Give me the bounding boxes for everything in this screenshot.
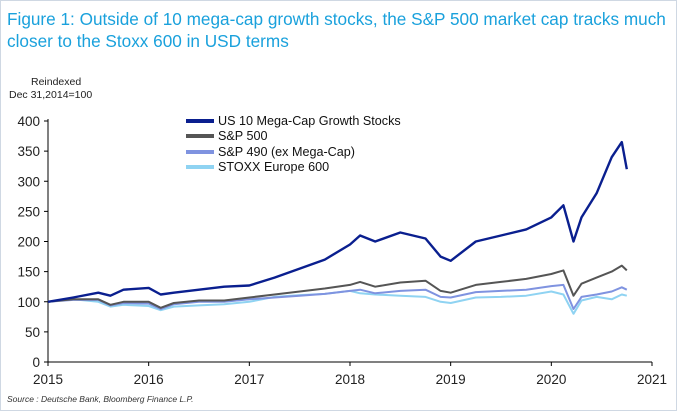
- legend-label: US 10 Mega-Cap Growth Stocks: [218, 113, 401, 128]
- y-tick-label: 0: [32, 355, 40, 370]
- y-tick-label: 100: [17, 295, 40, 310]
- x-tick-label: 2019: [436, 372, 466, 387]
- source-note: Source : Deutsche Bank, Bloomberg Financ…: [7, 394, 194, 404]
- x-tick-label: 2020: [536, 372, 566, 387]
- x-tick-label: 2016: [134, 372, 164, 387]
- legend-label: S&P 500: [218, 129, 268, 144]
- x-tick-label: 2021: [637, 372, 667, 387]
- legend-item: S&P 490 (ex Mega-Cap): [186, 144, 401, 160]
- y-tick-label: 200: [17, 235, 40, 250]
- y-tick-label: 250: [17, 204, 40, 219]
- legend-item: S&P 500: [186, 129, 401, 145]
- y-tick-label: 150: [17, 265, 40, 280]
- chart-legend: US 10 Mega-Cap Growth Stocks S&P 500 S&P 4…: [186, 113, 401, 175]
- y-axis-label: Reindexed Dec 31,2014=100: [9, 76, 92, 102]
- y-tick-label: 350: [17, 144, 40, 159]
- legend-swatch: [186, 118, 214, 123]
- series-line-us-10-mega-cap-growth-stocks: [47, 140, 628, 303]
- legend-item: US 10 Mega-Cap Growth Stocks: [186, 113, 401, 129]
- y-axis-label-line-1: Reindexed: [31, 76, 82, 88]
- legend-swatch: [186, 149, 214, 154]
- legend-item: STOXX Europe 600: [186, 160, 401, 176]
- x-tick-label: 2018: [335, 372, 365, 387]
- figure-title: Figure 1: Outside of 10 mega-cap growth …: [7, 9, 666, 51]
- series-line-s-p-490-ex-mega-cap: [47, 283, 628, 310]
- series-line-stoxx-europe-600: [47, 289, 628, 315]
- x-tick-label: 2015: [33, 372, 63, 387]
- y-tick-label: 400: [17, 114, 40, 129]
- x-tick-label: 2017: [234, 372, 264, 387]
- y-tick-label: 50: [25, 325, 40, 340]
- legend-label: STOXX Europe 600: [218, 160, 330, 175]
- legend-swatch: [186, 165, 214, 170]
- y-tick-label: 300: [17, 174, 40, 189]
- y-axis-label-line-2: Dec 31,2014=100: [9, 89, 93, 101]
- legend-label: S&P 490 (ex Mega-Cap): [218, 144, 355, 159]
- legend-swatch: [186, 134, 214, 139]
- series-line-s-p-500: [47, 264, 628, 309]
